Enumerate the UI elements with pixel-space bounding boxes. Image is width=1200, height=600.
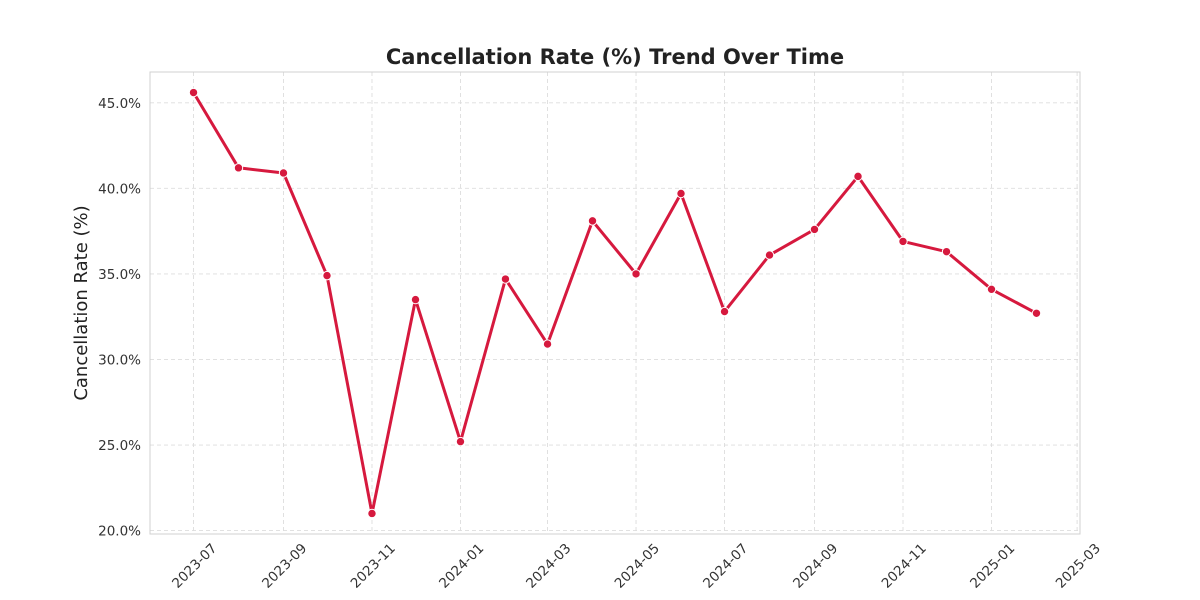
data-point <box>455 436 466 447</box>
data-point <box>941 246 952 257</box>
data-point <box>542 339 553 349</box>
x-tick-label: 2023-07 <box>169 541 220 592</box>
data-point <box>233 163 244 173</box>
data-point <box>898 236 908 247</box>
x-tick-label: 2025-03 <box>1053 541 1104 592</box>
data-point <box>410 294 421 305</box>
y-tick-label: 25.0% <box>98 438 141 454</box>
x-tick-label: 2024-11 <box>879 541 930 592</box>
data-point <box>367 508 377 519</box>
series-line <box>192 91 1038 515</box>
series-layer <box>192 91 1038 515</box>
data-point <box>188 87 199 98</box>
x-tick-label: 2025-01 <box>967 541 1018 592</box>
data-point <box>587 216 598 226</box>
data-point <box>719 306 730 317</box>
data-point <box>1031 308 1042 318</box>
marker-layer <box>188 87 1042 519</box>
data-point <box>853 171 863 182</box>
y-tick-label: 40.0% <box>98 181 141 197</box>
data-point <box>986 284 997 295</box>
x-tick-label: 2024-03 <box>523 541 574 592</box>
y-tick-label: 35.0% <box>98 267 141 283</box>
y-axis-ticks: 20.0% 25.0% 30.0% 35.0% 40.0% 45.0% <box>98 96 141 540</box>
x-tick-label: 2023-11 <box>348 541 399 592</box>
data-point <box>631 269 641 279</box>
chart-title: Cancellation Rate (%) Trend Over Time <box>386 45 844 69</box>
grid-layer <box>150 72 1080 534</box>
x-tick-label: 2024-01 <box>436 541 487 592</box>
y-tick-label: 20.0% <box>98 524 141 540</box>
data-point <box>809 224 820 235</box>
data-point <box>322 270 332 281</box>
x-tick-label: 2024-07 <box>700 541 751 592</box>
x-tick-label: 2024-05 <box>612 541 663 592</box>
y-axis-label: Cancellation Rate (%) <box>71 205 92 400</box>
data-point <box>764 250 775 260</box>
x-tick-label: 2024-09 <box>790 541 841 592</box>
plot-frame <box>149 71 1081 535</box>
data-point <box>278 168 289 178</box>
data-point <box>500 274 511 284</box>
data-point <box>676 188 686 199</box>
x-tick-label: 2023-09 <box>259 541 310 592</box>
y-tick-label: 45.0% <box>98 96 141 112</box>
x-axis-ticks: 2023-07 2023-09 2023-11 2024-01 2024-03 2024-… <box>169 541 1104 592</box>
y-tick-label: 30.0% <box>98 352 141 368</box>
